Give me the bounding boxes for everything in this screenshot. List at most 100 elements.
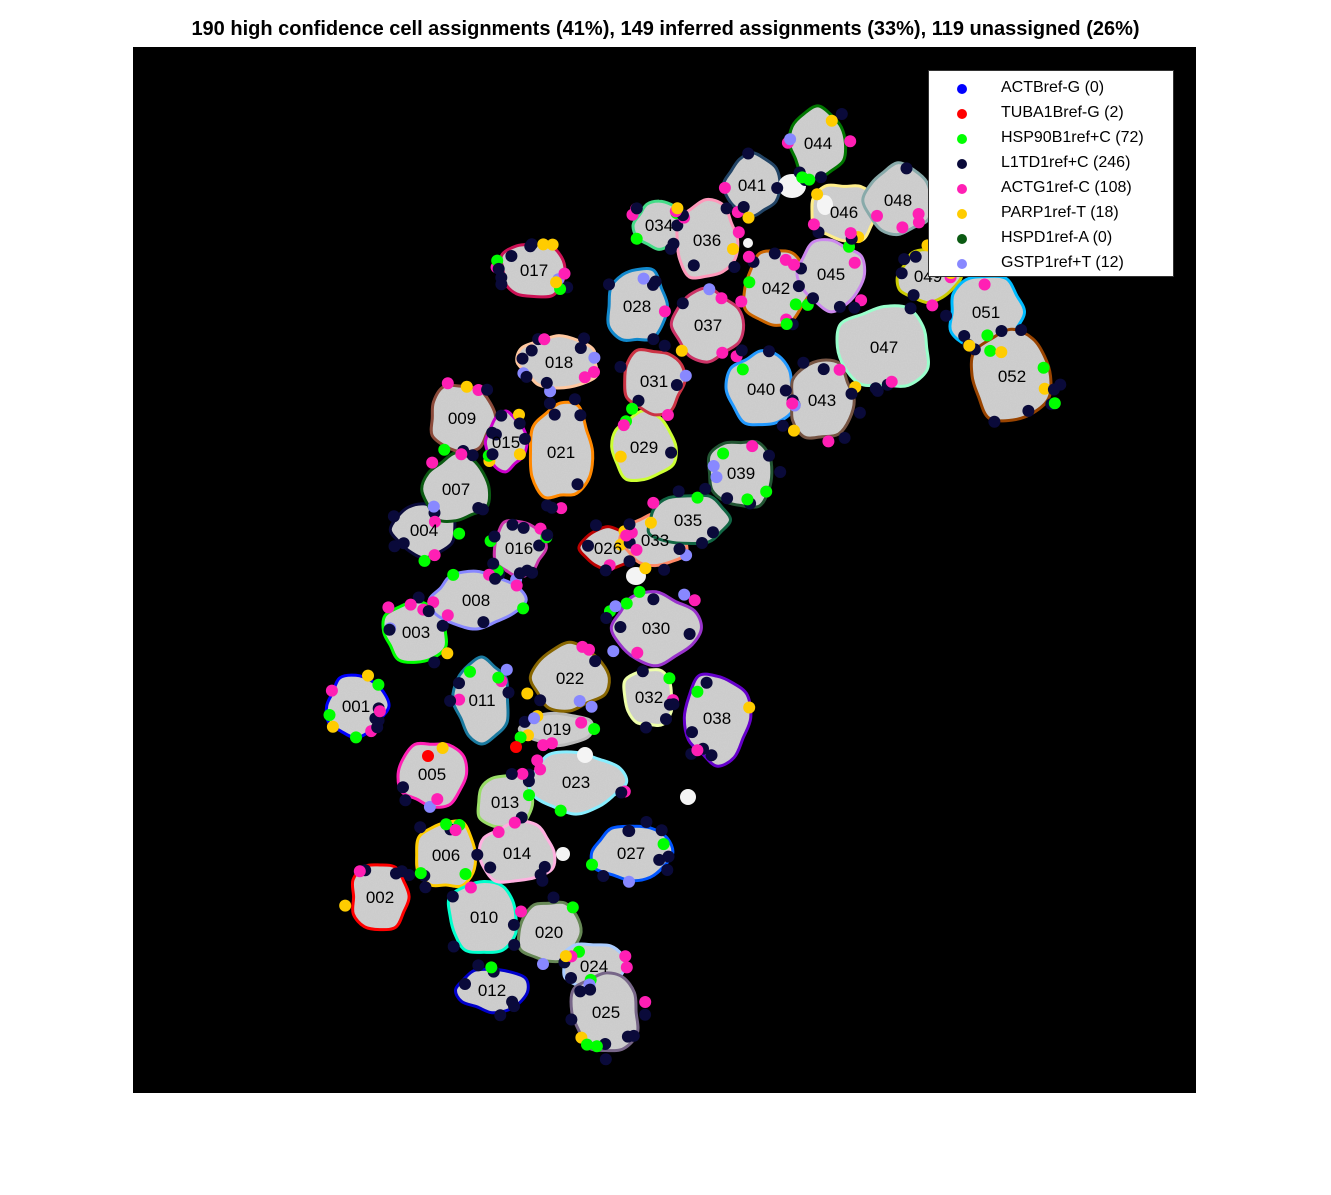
cell-label: 040 <box>747 380 775 399</box>
cell-label: 016 <box>505 539 533 558</box>
legend-marker <box>957 109 967 119</box>
spot-marker <box>838 431 851 444</box>
spot-marker <box>658 563 671 576</box>
spot-marker <box>555 502 568 515</box>
spot-marker <box>566 901 579 914</box>
spot-marker <box>558 267 571 280</box>
spot-marker <box>822 435 835 448</box>
legend-marker <box>957 184 967 194</box>
spot-marker <box>540 376 553 389</box>
legend-label: L1TD1ref+C (246) <box>1001 154 1131 171</box>
spot-marker <box>514 731 527 744</box>
cell-label: 047 <box>870 338 898 357</box>
spot-marker <box>513 417 526 430</box>
spot-marker <box>588 351 601 364</box>
spot-marker <box>543 397 556 410</box>
spot-marker <box>453 693 466 706</box>
spot-marker <box>353 865 366 878</box>
spot-marker <box>494 1009 507 1022</box>
spot-marker <box>383 623 396 636</box>
spot-marker <box>788 258 800 271</box>
cell-texture <box>494 520 547 578</box>
spot-marker <box>907 289 920 302</box>
legend-item: GSTP1ref+T (12) <box>929 252 1173 276</box>
spot-marker <box>848 301 861 314</box>
spot-marker <box>534 694 547 707</box>
spot-marker <box>485 961 498 974</box>
cell-032 <box>622 668 674 727</box>
spot-marker <box>568 393 581 406</box>
spot-marker <box>623 555 636 568</box>
legend-item: ACTG1ref-C (108) <box>929 177 1173 201</box>
cell-010 <box>446 879 519 954</box>
spot-marker <box>513 567 526 580</box>
spot-marker <box>492 671 505 684</box>
cell-label: 021 <box>547 443 575 462</box>
spot-marker <box>699 482 712 495</box>
spot-marker <box>1048 397 1061 410</box>
spot-marker <box>576 640 589 653</box>
cell-label: 014 <box>503 844 531 863</box>
spot-marker <box>476 503 489 516</box>
cell-outline <box>569 971 640 1053</box>
spot-marker <box>615 786 628 799</box>
spot-marker <box>531 754 544 767</box>
spot-marker <box>705 749 718 762</box>
spot-marker <box>741 493 754 506</box>
spot-marker <box>912 216 925 229</box>
spot-marker <box>958 330 971 342</box>
spot-marker <box>617 419 630 432</box>
spot-marker <box>743 276 756 289</box>
spot-marker <box>844 135 857 148</box>
spot-marker <box>978 278 991 291</box>
spot-marker <box>639 1008 652 1021</box>
spot-marker <box>584 983 597 996</box>
cell-texture <box>530 402 593 498</box>
cell-label: 034 <box>645 216 673 235</box>
spot-marker <box>663 672 676 685</box>
spot-marker <box>599 564 612 577</box>
cell-outline <box>682 672 753 768</box>
spot-marker <box>736 363 749 376</box>
spot-marker <box>703 283 716 296</box>
spot-marker <box>538 333 551 346</box>
spot-marker <box>534 868 547 881</box>
legend-marker <box>957 134 967 144</box>
spot-marker <box>671 202 684 215</box>
spot-marker <box>395 865 408 878</box>
spot-marker <box>505 250 518 262</box>
spot-marker <box>853 406 866 419</box>
spot-marker <box>623 825 636 837</box>
cell-outline <box>609 590 703 668</box>
spot-marker <box>716 346 729 359</box>
spot-marker <box>672 485 685 498</box>
spot-marker <box>779 384 792 397</box>
spot-marker <box>742 250 755 263</box>
spot-marker <box>414 867 427 880</box>
spot-marker <box>525 344 538 357</box>
cell-outline <box>861 161 933 237</box>
spot-marker <box>633 585 646 598</box>
spot-marker <box>607 645 620 658</box>
spot-marker <box>428 549 441 562</box>
spot-marker <box>904 302 917 315</box>
spot-marker <box>640 816 653 828</box>
spot-marker <box>700 676 713 689</box>
spot-marker <box>533 539 546 552</box>
spot-marker <box>630 232 643 245</box>
spot-marker <box>515 905 527 918</box>
spot-marker <box>710 471 723 484</box>
cell-label: 032 <box>635 688 663 707</box>
spot-marker <box>441 377 454 390</box>
spot-marker <box>676 297 689 310</box>
spot-marker <box>817 363 830 376</box>
cell-label: 039 <box>727 464 755 483</box>
bright-spot <box>556 847 570 861</box>
spot-marker <box>578 371 591 384</box>
spot-marker <box>683 628 696 640</box>
spot-marker <box>372 678 385 691</box>
spot-marker <box>545 737 558 750</box>
cell-009 <box>429 383 498 454</box>
spot-marker <box>940 309 953 322</box>
spot-marker <box>735 295 748 308</box>
